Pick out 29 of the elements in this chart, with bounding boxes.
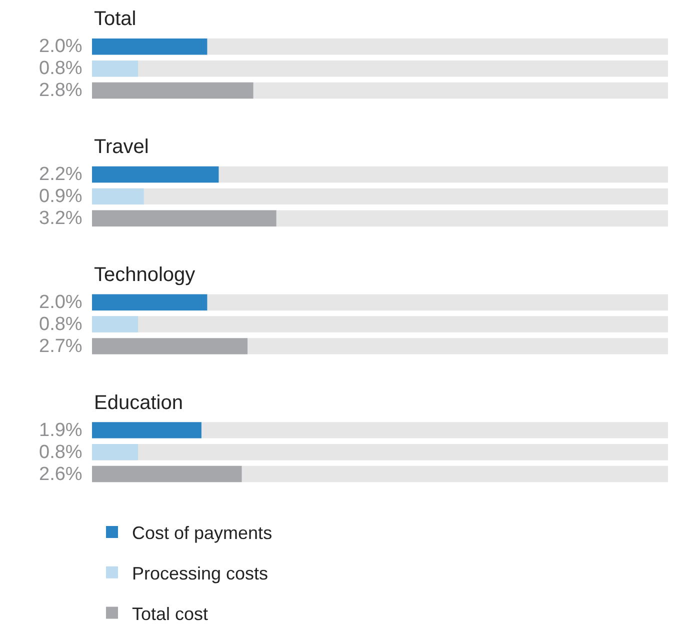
bar [92, 422, 202, 438]
bar [92, 316, 138, 332]
data-label: 2.0% [39, 36, 82, 57]
data-label: 2.0% [39, 292, 82, 313]
legend-label: Total cost [132, 604, 208, 624]
legend-label: Processing costs [132, 563, 268, 584]
bar [92, 338, 248, 354]
bar [92, 166, 219, 183]
bar [92, 444, 138, 460]
data-label: 0.8% [39, 314, 82, 335]
data-label: 0.8% [39, 442, 82, 463]
bar [92, 210, 276, 226]
data-label: 1.9% [39, 420, 82, 441]
data-label: 2.6% [39, 464, 82, 485]
data-label: 2.2% [39, 164, 82, 185]
data-label: 3.2% [39, 208, 82, 229]
y-tick-label: Total [94, 8, 136, 30]
y-tick-label: Education [94, 392, 183, 414]
data-label: 2.7% [39, 336, 82, 357]
data-label: 0.8% [39, 58, 82, 79]
bar [92, 60, 138, 77]
data-label: 0.9% [39, 186, 82, 207]
y-tick-label: Travel [94, 136, 149, 158]
data-label: 2.8% [39, 80, 82, 101]
bar [92, 188, 144, 205]
legend-label: Cost of payments [132, 523, 272, 544]
bar [92, 294, 208, 310]
y-tick-label: Technology [94, 264, 196, 286]
bar [92, 38, 208, 55]
